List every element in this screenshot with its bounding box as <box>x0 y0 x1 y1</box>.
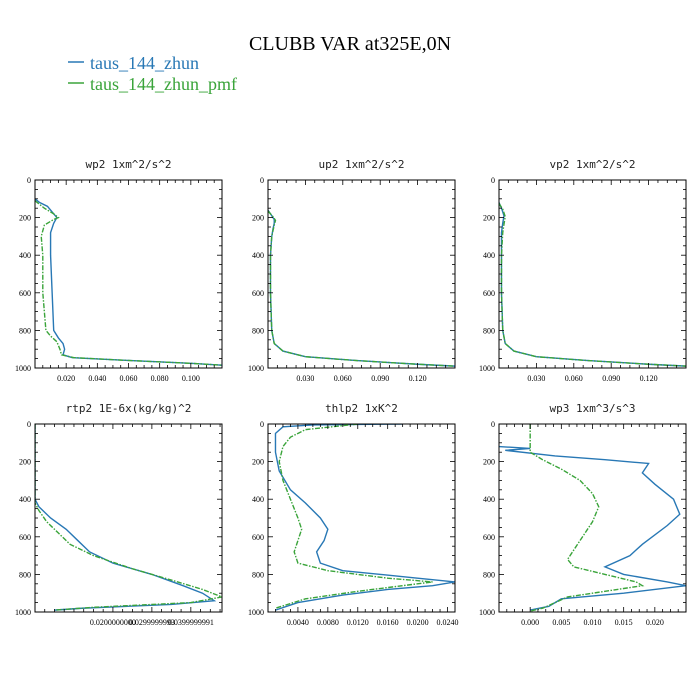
x-tick-label-4-1: 0.0080 <box>317 618 339 627</box>
y-tick-label-4-400: 400 <box>252 495 264 504</box>
y-tick-label-2-800: 800 <box>483 326 495 335</box>
x-tick-label-1-3: 0.120 <box>409 374 427 383</box>
y-tick-label-5-200: 200 <box>483 458 495 467</box>
panel-2: vp2 1xm^2/s^2 0 200 400 600 800 1000 0.030 0.060… <box>479 158 687 383</box>
panel-3: rtp2 1E-6x(kg/kg)^2 0 200 400 600 800 1000 0.02… <box>15 402 223 627</box>
x-tick-label-5-1: 0.005 <box>552 618 570 627</box>
legend-label-0: taus_144_zhun <box>90 53 199 73</box>
panel-4: thlp2 1xK^2 0 200 400 600 800 1000 0.0040 0.0080… <box>248 402 459 627</box>
series-line-0-1 <box>35 200 222 366</box>
x-tick-label-2-0: 0.030 <box>527 374 545 383</box>
y-tick-label-4-600: 600 <box>252 533 264 542</box>
series-line-1-0 <box>268 209 455 367</box>
panel-title-1: up2 1xm^2/s^2 <box>318 158 404 171</box>
y-tick-label-5-0: 0 <box>491 420 495 429</box>
series-line-2-1 <box>499 203 686 367</box>
y-tick-label-3-400: 400 <box>19 495 31 504</box>
legend-label-1: taus_144_zhun_pmf <box>90 74 237 94</box>
x-tick-label-2-1: 0.060 <box>565 374 583 383</box>
y-tick-label-2-0: 0 <box>491 176 495 185</box>
x-tick-label-1-1: 0.060 <box>334 374 352 383</box>
y-tick-label-4-0: 0 <box>260 420 264 429</box>
y-tick-label-3-200: 200 <box>19 458 31 467</box>
y-tick-label-1-0: 0 <box>260 176 264 185</box>
y-tick-label-0-800: 800 <box>19 326 31 335</box>
y-tick-label-1-400: 400 <box>252 251 264 260</box>
y-tick-label-3-800: 800 <box>19 570 31 579</box>
y-tick-label-2-200: 200 <box>483 214 495 223</box>
x-tick-label-1-0: 0.030 <box>296 374 314 383</box>
panels: wp2 1xm^2/s^2 0 200 400 600 800 1000 0.020 0.040… <box>15 158 687 627</box>
panel-1: up2 1xm^2/s^2 0 200 400 600 800 1000 0.030 0.060… <box>248 158 456 383</box>
x-tick-label-4-4: 0.0200 <box>407 618 429 627</box>
series-line-3-0 <box>35 424 217 611</box>
y-tick-label-2-400: 400 <box>483 251 495 260</box>
plot-frame-0 <box>34 179 223 369</box>
y-tick-label-2-1000: 1000 <box>479 364 495 373</box>
y-tick-label-5-400: 400 <box>483 495 495 504</box>
y-tick-label-4-200: 200 <box>252 458 264 467</box>
y-tick-label-1-800: 800 <box>252 326 264 335</box>
series-line-4-0 <box>274 424 455 611</box>
x-tick-label-0-4: 0.100 <box>182 374 200 383</box>
plot-frame-2 <box>498 179 687 369</box>
x-tick-label-3-1: 0.0299999993 <box>129 618 175 627</box>
plot-frame-1 <box>267 179 456 369</box>
x-tick-label-1-2: 0.090 <box>371 374 389 383</box>
plot-frame-4 <box>267 423 456 613</box>
x-tick-label-3-2: 0.0399999991 <box>168 618 214 627</box>
y-tick-label-1-1000: 1000 <box>248 364 264 373</box>
y-tick-label-5-800: 800 <box>483 570 495 579</box>
x-tick-label-4-5: 0.0240 <box>437 618 459 627</box>
x-tick-label-3-0: 0.0200000000 <box>90 618 136 627</box>
x-tick-label-0-1: 0.040 <box>88 374 106 383</box>
y-tick-label-0-1000: 1000 <box>15 364 31 373</box>
series-line-3-1 <box>35 424 222 611</box>
y-tick-label-3-600: 600 <box>19 533 31 542</box>
x-tick-label-4-0: 0.0040 <box>287 618 309 627</box>
x-tick-label-5-0: 0.000 <box>521 618 539 627</box>
panel-0: wp2 1xm^2/s^2 0 200 400 600 800 1000 0.020 0.040… <box>15 158 223 383</box>
panel-5: wp3 1xm^3/s^3 0 200 400 600 800 1000 0.000 0.005… <box>479 402 687 627</box>
y-tick-label-4-800: 800 <box>252 570 264 579</box>
y-tick-label-3-1000: 1000 <box>15 608 31 617</box>
x-tick-label-4-3: 0.0160 <box>377 618 399 627</box>
y-tick-label-5-1000: 1000 <box>479 608 495 617</box>
figure-title: CLUBB VAR at325E,0N <box>249 33 451 55</box>
panel-title-2: vp2 1xm^2/s^2 <box>549 158 635 171</box>
series-line-5-1 <box>529 424 645 612</box>
series-line-1-1 <box>268 210 455 367</box>
x-tick-label-0-3: 0.080 <box>151 374 169 383</box>
y-tick-label-4-1000: 1000 <box>248 608 264 617</box>
y-tick-label-0-200: 200 <box>19 214 31 223</box>
x-tick-label-5-2: 0.010 <box>584 618 602 627</box>
y-tick-label-5-600: 600 <box>483 533 495 542</box>
series-line-4-1 <box>275 424 433 609</box>
y-tick-label-3-0: 0 <box>27 420 31 429</box>
series-line-2-0 <box>499 202 686 367</box>
panel-title-0: wp2 1xm^2/s^2 <box>85 158 171 171</box>
x-tick-label-4-2: 0.0120 <box>347 618 369 627</box>
x-tick-label-2-2: 0.090 <box>602 374 620 383</box>
y-tick-label-1-600: 600 <box>252 289 264 298</box>
y-tick-label-0-600: 600 <box>19 289 31 298</box>
panel-title-5: wp3 1xm^3/s^3 <box>549 402 635 415</box>
x-tick-label-2-3: 0.120 <box>640 374 658 383</box>
x-tick-label-0-2: 0.060 <box>120 374 138 383</box>
y-tick-label-1-200: 200 <box>252 214 264 223</box>
panel-title-4: thlp2 1xK^2 <box>325 402 398 415</box>
y-tick-label-0-0: 0 <box>27 176 31 185</box>
legend: taus_144_zhun taus_144_zhun_pmf <box>68 53 237 94</box>
y-tick-label-0-400: 400 <box>19 251 31 260</box>
panel-title-3: rtp2 1E-6x(kg/kg)^2 <box>66 402 192 415</box>
x-tick-label-5-4: 0.020 <box>646 618 664 627</box>
x-tick-label-0-0: 0.020 <box>57 374 75 383</box>
x-tick-label-5-3: 0.015 <box>615 618 633 627</box>
series-line-0-0 <box>35 198 222 366</box>
y-tick-label-2-600: 600 <box>483 289 495 298</box>
plot-frame-3 <box>34 423 223 613</box>
series-line-5-0 <box>499 445 686 611</box>
